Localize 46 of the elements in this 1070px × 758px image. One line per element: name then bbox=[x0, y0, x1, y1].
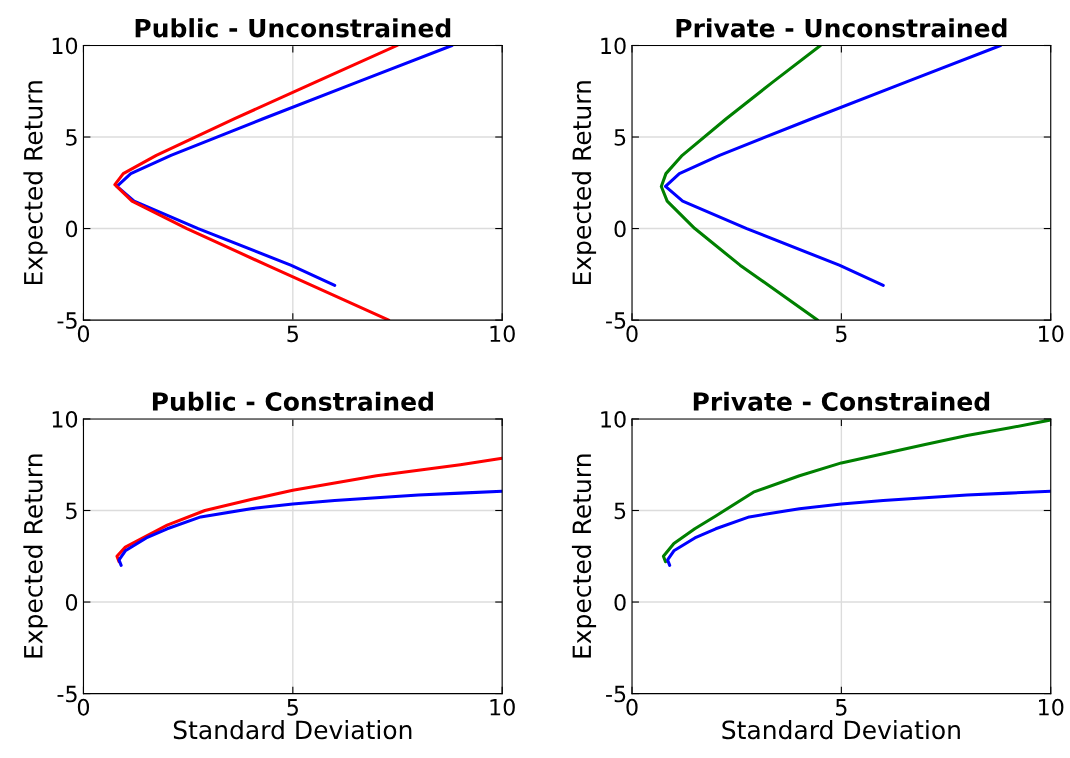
x-tick-label: 10 bbox=[1039, 325, 1064, 343]
x-axis-title: Standard Deviation bbox=[173, 719, 412, 740]
y-tick-label: -5 bbox=[606, 312, 626, 329]
y-tick-label: 10 bbox=[52, 37, 78, 55]
x-tick-label: 5 bbox=[287, 325, 298, 343]
x-tick-label: 0 bbox=[626, 698, 638, 716]
y-tick-label: 5 bbox=[66, 129, 77, 146]
y-tick-label: 0 bbox=[65, 593, 78, 611]
line-series bbox=[113, 45, 399, 321]
y-tick-label: 10 bbox=[52, 410, 78, 428]
x-tick-label: 10 bbox=[490, 325, 515, 343]
x-tick-label: 10 bbox=[490, 698, 515, 716]
x-tick-label: 5 bbox=[836, 325, 847, 343]
x-tick-label: 10 bbox=[1039, 698, 1064, 716]
line-series bbox=[666, 489, 1051, 567]
y-tick-label: 10 bbox=[601, 37, 626, 55]
chart-title: Private - Constrained bbox=[693, 391, 990, 411]
x-axis-title: Standard Deviation bbox=[722, 719, 960, 740]
y-axis-title: Expected Return bbox=[571, 454, 597, 658]
line-series bbox=[115, 45, 454, 287]
y-tick-label: -5 bbox=[606, 685, 626, 703]
y-tick-label: 5 bbox=[614, 129, 626, 146]
y-tick-label: 0 bbox=[614, 220, 626, 238]
y-tick-label: -5 bbox=[57, 685, 77, 703]
y-tick-label: 5 bbox=[614, 502, 626, 520]
line-series bbox=[659, 45, 822, 321]
line-series bbox=[663, 45, 1003, 287]
y-axis-title: Expected Return bbox=[23, 454, 48, 658]
y-tick-label: 5 bbox=[66, 502, 77, 520]
x-tick-label: 5 bbox=[287, 699, 298, 716]
chart-title: Public - Unconstrained bbox=[135, 18, 451, 38]
line-series bbox=[117, 489, 503, 567]
x-tick-label: 0 bbox=[77, 325, 90, 343]
y-tick-label: 0 bbox=[614, 593, 626, 611]
x-tick-label: 0 bbox=[626, 325, 638, 343]
y-tick-label: 10 bbox=[601, 410, 626, 428]
y-tick-label: -5 bbox=[57, 312, 77, 329]
x-tick-label: 0 bbox=[77, 698, 90, 716]
chart-title: Private - Unconstrained bbox=[676, 18, 1007, 38]
line-series bbox=[115, 456, 503, 564]
y-axis-title: Expected Return bbox=[571, 81, 597, 285]
x-tick-label: 5 bbox=[836, 699, 847, 716]
chart-title: Public - Constrained bbox=[152, 391, 433, 411]
line-series bbox=[661, 418, 1051, 564]
y-axis-title: Expected Return bbox=[23, 81, 48, 285]
y-tick-label: 0 bbox=[65, 220, 78, 238]
